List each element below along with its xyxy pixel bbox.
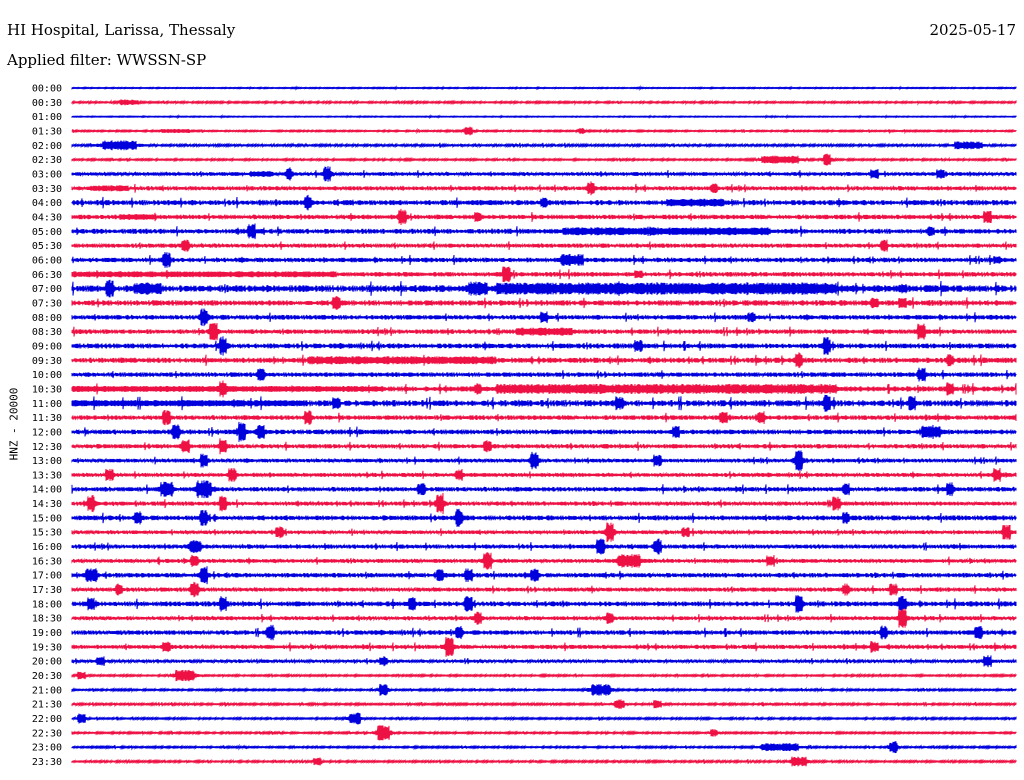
time-label-1530: 15:30 bbox=[32, 528, 62, 539]
time-label-1130: 11:30 bbox=[32, 413, 62, 424]
time-label-0800: 08:00 bbox=[32, 313, 62, 324]
time-label-2330: 23:30 bbox=[32, 757, 62, 768]
time-label-0030: 00:30 bbox=[32, 98, 62, 109]
time-label-2000: 20:00 bbox=[32, 657, 62, 668]
time-label-1800: 18:00 bbox=[32, 599, 62, 610]
trace-group bbox=[71, 85, 1017, 767]
time-label-1630: 16:30 bbox=[32, 556, 62, 567]
time-label-1830: 18:30 bbox=[32, 614, 62, 625]
time-label-2030: 20:30 bbox=[32, 671, 62, 682]
time-label-1730: 17:30 bbox=[32, 585, 62, 596]
time-label-1000: 10:00 bbox=[32, 370, 62, 381]
time-label-2130: 21:30 bbox=[32, 700, 62, 711]
time-label-1600: 16:00 bbox=[32, 542, 62, 553]
time-label-0000: 00:00 bbox=[32, 84, 62, 95]
time-label-2230: 22:30 bbox=[32, 728, 62, 739]
time-label-0830: 08:30 bbox=[32, 327, 62, 338]
time-label-1230: 12:30 bbox=[32, 442, 62, 453]
time-label-1200: 12:00 bbox=[32, 427, 62, 438]
time-label-2200: 22:00 bbox=[32, 714, 62, 725]
time-label-0330: 03:30 bbox=[32, 184, 62, 195]
time-label-2100: 21:00 bbox=[32, 685, 62, 696]
time-label-2300: 23:00 bbox=[32, 743, 62, 754]
time-label-0230: 02:30 bbox=[32, 155, 62, 166]
time-label-1430: 14:30 bbox=[32, 499, 62, 510]
time-label-1700: 17:00 bbox=[32, 571, 62, 582]
time-label-0930: 09:30 bbox=[32, 356, 62, 367]
time-label-0630: 06:30 bbox=[32, 270, 62, 281]
time-label-1030: 10:30 bbox=[32, 384, 62, 395]
time-label-0500: 05:00 bbox=[32, 227, 62, 238]
time-label-0130: 01:30 bbox=[32, 126, 62, 137]
time-label-0430: 04:30 bbox=[32, 212, 62, 223]
filter-label: Applied filter: WWSSN-SP bbox=[7, 51, 207, 69]
time-label-1300: 13:00 bbox=[32, 456, 62, 467]
time-label-0300: 03:00 bbox=[32, 169, 62, 180]
time-label-0700: 07:00 bbox=[32, 284, 62, 295]
time-label-0400: 04:00 bbox=[32, 198, 62, 209]
time-label-group: 00:00 00:30 01:00 01:30 02:00 02:30 03:00 03:30… bbox=[32, 84, 62, 769]
time-label-0100: 01:00 bbox=[32, 112, 62, 123]
time-label-1100: 11:00 bbox=[32, 399, 62, 410]
time-label-1330: 13:30 bbox=[32, 470, 62, 481]
time-label-1900: 19:00 bbox=[32, 628, 62, 639]
time-label-1500: 15:00 bbox=[32, 513, 62, 524]
time-label-1400: 14:00 bbox=[32, 485, 62, 496]
time-label-0530: 05:30 bbox=[32, 241, 62, 252]
date-label: 2025-05-17 bbox=[929, 21, 1016, 39]
time-label-0730: 07:30 bbox=[32, 298, 62, 309]
time-label-0900: 09:00 bbox=[32, 341, 62, 352]
time-label-1930: 19:30 bbox=[32, 642, 62, 653]
time-label-0600: 06:00 bbox=[32, 255, 62, 266]
time-label-0200: 02:00 bbox=[32, 141, 62, 152]
station-title: HI Hospital, Larissa, Thessaly bbox=[7, 21, 236, 39]
